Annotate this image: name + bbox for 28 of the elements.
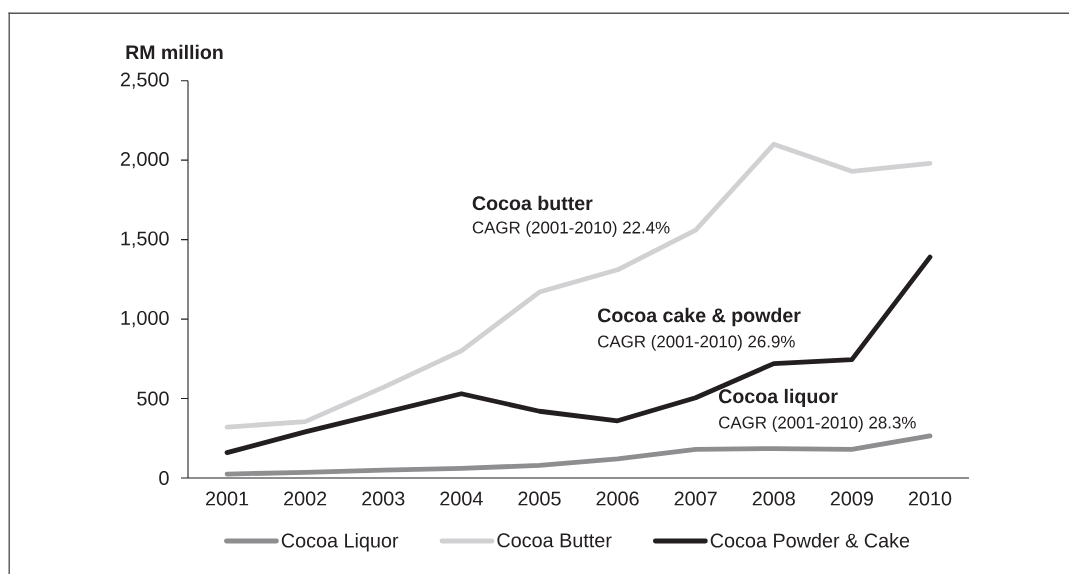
y-tick-label: 1,500 bbox=[121, 231, 169, 248]
annotation: CAGR (2001-2010) 26.9% bbox=[598, 335, 795, 351]
annotation: CAGR (2001-2010) 28.3% bbox=[719, 416, 916, 432]
x-tick-label: 2002 bbox=[284, 491, 327, 506]
x-tick-label: 2005 bbox=[518, 491, 561, 506]
line-series bbox=[224, 433, 933, 477]
annotation: Cocoa liquor bbox=[719, 388, 838, 408]
y-axis-title: RM million bbox=[126, 44, 223, 60]
x-tick-label: 2003 bbox=[362, 491, 405, 506]
x-tick-label: 2004 bbox=[440, 491, 483, 506]
x-tick-label: 2009 bbox=[830, 491, 873, 506]
y-tick-label: 2,000 bbox=[120, 151, 169, 169]
line-series bbox=[224, 141, 933, 430]
annotation: Cocoa cake & powder bbox=[598, 307, 801, 327]
x-tick-label: 2001 bbox=[206, 491, 249, 506]
y-tick-label: 500 bbox=[137, 391, 169, 406]
x-tick-label: 2008 bbox=[752, 491, 795, 506]
y-tick-label: 2,500 bbox=[120, 72, 169, 89]
legend-label: Cocoa Liquor bbox=[281, 533, 399, 552]
x-tick-label: 2007 bbox=[674, 491, 717, 506]
annotation: CAGR (2001-2010) 22.4% bbox=[472, 221, 670, 237]
legend-label: Cocoa Butter bbox=[497, 533, 612, 548]
y-tick-label: 1,000 bbox=[121, 310, 169, 328]
x-tick-label: 2006 bbox=[596, 491, 639, 506]
annotation: Cocoa butter bbox=[472, 195, 593, 211]
y-tick-label: 0 bbox=[159, 471, 169, 485]
x-tick-label: 2010 bbox=[908, 491, 952, 506]
legend-label: Cocoa Powder & Cake bbox=[710, 533, 910, 548]
